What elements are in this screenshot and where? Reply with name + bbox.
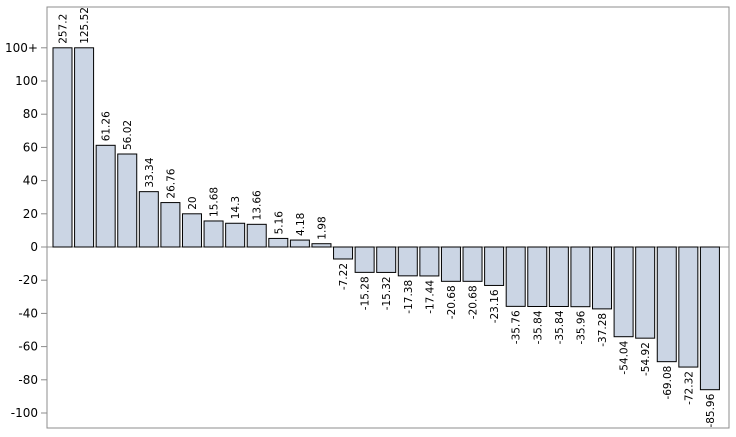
- bar-label: -15.32: [381, 276, 393, 310]
- bar-label: -17.38: [403, 280, 415, 314]
- bar: [333, 246, 354, 260]
- bar: [656, 246, 677, 363]
- bar: [160, 202, 181, 248]
- bar-label: 56.02: [122, 120, 134, 150]
- bar-label: 125.52: [79, 7, 91, 44]
- y-tick-label: -80: [18, 373, 38, 387]
- bar: [613, 246, 634, 338]
- bar: [678, 246, 699, 368]
- bar: [570, 246, 591, 308]
- bar: [397, 246, 418, 277]
- bar: [419, 246, 440, 277]
- bar-label: 14.3: [230, 196, 242, 219]
- bar: [592, 246, 613, 310]
- bar: [203, 220, 224, 248]
- bar-label: -54.04: [619, 340, 631, 374]
- bar-label: 20: [187, 196, 199, 209]
- bar: [138, 191, 159, 248]
- y-tick-label: 0: [30, 240, 38, 254]
- y-tick-label: 100+: [5, 41, 38, 55]
- bar: [74, 47, 95, 248]
- bar-label: 5.16: [273, 211, 285, 235]
- bar-label: -35.96: [575, 310, 587, 344]
- bar-label: -69.08: [662, 366, 674, 400]
- bar: [635, 246, 656, 339]
- bar: [354, 246, 375, 273]
- bar-label: -72.32: [683, 371, 695, 405]
- bar-label: -17.44: [424, 280, 436, 314]
- bar-label: 1.98: [316, 216, 328, 239]
- bar-label: 26.76: [165, 168, 177, 198]
- bar: [311, 243, 332, 248]
- bar: [268, 237, 289, 248]
- bar-label: 4.18: [295, 213, 307, 236]
- bar: [117, 153, 138, 248]
- bar: [548, 246, 569, 307]
- bar-label: -54.92: [640, 342, 652, 376]
- y-tick-label: 40: [23, 174, 38, 188]
- y-tick-label: -20: [18, 273, 38, 287]
- bar-label: -15.28: [360, 276, 372, 310]
- bar-label: -20.68: [446, 285, 458, 319]
- bar: [376, 246, 397, 273]
- bar: [181, 213, 202, 248]
- bar: [462, 246, 483, 282]
- bar-label: -35.76: [511, 310, 523, 344]
- bar-label: -35.84: [532, 310, 544, 344]
- bar: [289, 239, 310, 248]
- bar-label: -23.16: [489, 289, 501, 323]
- bar-label: -37.28: [597, 313, 609, 347]
- bar: [225, 222, 246, 248]
- bar: [505, 246, 526, 307]
- bar-label: 15.68: [209, 187, 221, 217]
- y-tick-label: 80: [23, 107, 38, 121]
- y-tick-label: 20: [23, 207, 38, 221]
- bar-label: -7.22: [338, 263, 350, 290]
- bar: [699, 246, 720, 391]
- y-tick-label: -100: [11, 406, 38, 420]
- bar-label: -35.84: [554, 310, 566, 344]
- y-tick-label: -40: [18, 306, 38, 320]
- y-tick-label: -60: [18, 340, 38, 354]
- bar-label: 257.2: [58, 14, 70, 44]
- bar-label: 33.34: [144, 157, 156, 187]
- bar: [95, 144, 116, 248]
- y-tick-label: 60: [23, 140, 38, 154]
- bar-label: 13.66: [252, 190, 264, 220]
- bar-label: -20.68: [468, 285, 480, 319]
- bar: [52, 47, 73, 248]
- bar-label: 61.26: [101, 111, 113, 141]
- bar: [484, 246, 505, 286]
- bar: [440, 246, 461, 282]
- bar: [246, 223, 267, 248]
- plot-frame: [46, 6, 730, 429]
- bar: [527, 246, 548, 307]
- bar-label: -85.96: [705, 393, 717, 427]
- y-tick-label: 100: [15, 74, 38, 88]
